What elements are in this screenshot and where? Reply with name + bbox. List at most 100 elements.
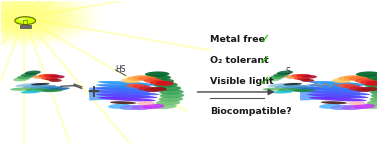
Ellipse shape: [145, 71, 169, 77]
Ellipse shape: [367, 100, 378, 105]
Ellipse shape: [15, 14, 33, 21]
FancyBboxPatch shape: [20, 25, 31, 28]
Ellipse shape: [159, 96, 183, 102]
Ellipse shape: [132, 84, 149, 89]
Ellipse shape: [50, 75, 65, 79]
Ellipse shape: [285, 75, 300, 79]
Ellipse shape: [343, 75, 362, 80]
Ellipse shape: [142, 104, 164, 109]
Ellipse shape: [38, 74, 53, 78]
Ellipse shape: [149, 80, 168, 85]
Ellipse shape: [338, 76, 356, 81]
Ellipse shape: [0, 3, 64, 33]
Ellipse shape: [0, 0, 75, 37]
Ellipse shape: [17, 75, 33, 79]
Ellipse shape: [301, 79, 314, 82]
Text: ✓: ✓: [259, 54, 269, 67]
Ellipse shape: [25, 71, 41, 75]
Ellipse shape: [121, 78, 140, 83]
Polygon shape: [300, 85, 360, 101]
Ellipse shape: [307, 84, 369, 89]
Ellipse shape: [126, 83, 143, 88]
Ellipse shape: [13, 77, 29, 81]
Ellipse shape: [291, 74, 306, 78]
Ellipse shape: [288, 86, 315, 90]
Ellipse shape: [156, 100, 180, 105]
Ellipse shape: [319, 104, 341, 109]
Ellipse shape: [157, 86, 181, 91]
Ellipse shape: [295, 87, 322, 91]
Ellipse shape: [42, 87, 70, 91]
Ellipse shape: [25, 88, 48, 91]
Ellipse shape: [6, 11, 42, 24]
Ellipse shape: [10, 88, 33, 91]
Ellipse shape: [347, 102, 366, 105]
Ellipse shape: [309, 97, 367, 101]
Ellipse shape: [49, 79, 62, 82]
Ellipse shape: [355, 88, 372, 92]
Ellipse shape: [108, 104, 130, 109]
Ellipse shape: [293, 77, 307, 80]
Ellipse shape: [307, 94, 369, 98]
Ellipse shape: [144, 88, 161, 92]
Ellipse shape: [152, 104, 177, 109]
Ellipse shape: [159, 89, 184, 95]
Ellipse shape: [147, 75, 171, 80]
Ellipse shape: [20, 16, 28, 19]
Ellipse shape: [19, 18, 26, 20]
Ellipse shape: [0, 1, 70, 35]
Ellipse shape: [358, 75, 378, 80]
Ellipse shape: [33, 75, 48, 79]
Ellipse shape: [262, 88, 285, 91]
Ellipse shape: [1, 9, 47, 27]
Text: +: +: [86, 83, 100, 101]
Ellipse shape: [153, 82, 178, 88]
Ellipse shape: [353, 104, 375, 109]
Ellipse shape: [44, 74, 59, 77]
Ellipse shape: [364, 82, 378, 88]
Ellipse shape: [371, 93, 378, 98]
Ellipse shape: [21, 73, 37, 77]
Ellipse shape: [363, 104, 378, 109]
Ellipse shape: [96, 84, 158, 89]
Ellipse shape: [0, 7, 53, 29]
Ellipse shape: [0, 8, 50, 28]
Ellipse shape: [98, 97, 156, 101]
Ellipse shape: [0, 0, 78, 38]
Ellipse shape: [36, 86, 63, 90]
Ellipse shape: [302, 75, 317, 79]
Ellipse shape: [144, 78, 163, 83]
Ellipse shape: [15, 83, 43, 87]
Ellipse shape: [366, 81, 378, 86]
Ellipse shape: [0, 0, 84, 40]
Ellipse shape: [9, 12, 39, 23]
Text: O₂ tolerant: O₂ tolerant: [210, 56, 268, 65]
Text: ✓: ✓: [259, 33, 269, 46]
Ellipse shape: [361, 78, 378, 84]
Ellipse shape: [17, 15, 31, 20]
Text: ✓: ✓: [259, 75, 269, 88]
Ellipse shape: [31, 83, 50, 85]
Ellipse shape: [22, 84, 50, 88]
Ellipse shape: [274, 84, 302, 88]
Ellipse shape: [96, 94, 158, 98]
Ellipse shape: [41, 77, 54, 80]
Ellipse shape: [138, 76, 157, 81]
Ellipse shape: [29, 85, 56, 89]
Ellipse shape: [15, 17, 36, 25]
Ellipse shape: [370, 89, 378, 95]
Ellipse shape: [277, 88, 300, 91]
Ellipse shape: [40, 89, 63, 92]
Ellipse shape: [160, 93, 184, 98]
Ellipse shape: [150, 78, 174, 84]
Ellipse shape: [12, 13, 36, 22]
Text: S: S: [285, 68, 290, 76]
Ellipse shape: [119, 105, 142, 110]
Ellipse shape: [305, 90, 370, 95]
Ellipse shape: [355, 78, 373, 83]
Ellipse shape: [277, 71, 293, 75]
Ellipse shape: [361, 87, 378, 91]
Ellipse shape: [94, 87, 160, 92]
Ellipse shape: [45, 77, 58, 81]
Ellipse shape: [321, 101, 347, 104]
